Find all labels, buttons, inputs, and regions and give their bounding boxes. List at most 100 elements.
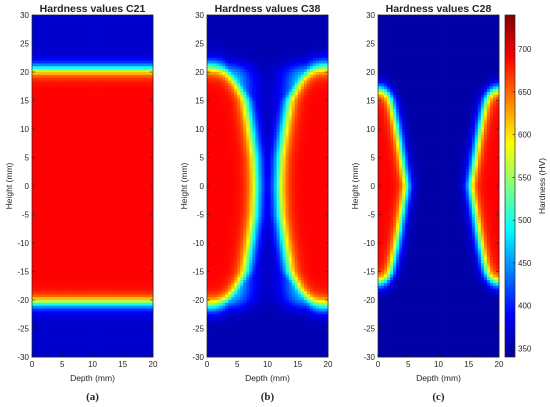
heatmap-cell: [104, 148, 109, 153]
heatmap-cell: [71, 151, 75, 156]
heatmap-cell: [116, 282, 121, 287]
heatmap-cell: [101, 89, 105, 93]
heatmap-cell: [137, 17, 142, 22]
heatmap-cell: [291, 20, 296, 24]
heatmap-cell: [80, 83, 84, 87]
heatmap-cell: [119, 168, 124, 173]
heatmap-cell: [32, 72, 36, 76]
heatmap-cell: [95, 325, 99, 329]
heatmap-cell: [32, 245, 36, 250]
heatmap-cell: [128, 111, 133, 116]
heatmap-cell: [86, 294, 90, 298]
heatmap-cell: [80, 223, 84, 227]
heatmap-cell: [62, 282, 66, 287]
heatmap-cell: [98, 334, 102, 338]
heatmap-cell: [128, 177, 133, 181]
heatmap-cell: [62, 146, 66, 150]
heatmap-cell: [71, 225, 75, 230]
heatmap-cell: [41, 80, 45, 84]
heatmap-cell: [137, 49, 142, 53]
heatmap-cell: [146, 129, 151, 133]
heatmap-cell: [306, 17, 311, 22]
heatmap-cell: [65, 311, 69, 315]
heatmap-cell: [110, 211, 115, 215]
heatmap-cell: [35, 214, 39, 218]
heatmap-cell: [125, 186, 130, 190]
heatmap-cell: [113, 348, 118, 352]
heatmap-cell: [47, 319, 51, 324]
heatmap-cell: [80, 97, 84, 101]
heatmap-cell: [83, 297, 87, 301]
heatmap-cell: [104, 114, 109, 118]
heatmap-cell: [68, 37, 72, 42]
heatmap-cell: [143, 191, 148, 195]
heatmap-cell: [32, 268, 36, 272]
heatmap-cell: [80, 248, 84, 252]
heatmap-cell: [32, 300, 36, 304]
heatmap-cell: [125, 205, 130, 210]
heatmap-cell: [38, 328, 42, 332]
heatmap-cell: [125, 225, 130, 230]
heatmap-cell: [68, 52, 72, 56]
heatmap-cell: [95, 274, 99, 278]
heatmap-cell: [128, 197, 133, 201]
heatmap-cell: [44, 245, 48, 250]
heatmap-cell: [143, 280, 148, 284]
heatmap-cell: [125, 277, 130, 281]
heatmap-cell: [44, 114, 48, 118]
heatmap-cell: [62, 46, 66, 50]
heatmap-cell: [116, 211, 121, 215]
heatmap-cell: [149, 342, 154, 346]
heatmap-cell: [89, 160, 93, 164]
heatmap-cell: [146, 43, 151, 47]
heatmap-cell: [44, 183, 48, 187]
heatmap-cell: [116, 337, 121, 341]
heatmap-cell: [255, 23, 259, 27]
heatmap-cell: [74, 243, 78, 247]
heatmap-cell: [125, 120, 130, 124]
heatmap-cell: [53, 325, 57, 329]
heatmap-cell: [149, 37, 154, 42]
heatmap-cell: [101, 177, 105, 181]
heatmap-cell: [134, 117, 139, 121]
heatmap-cell: [86, 288, 90, 292]
heatmap-cell: [65, 223, 69, 227]
heatmap-cell: [137, 29, 142, 33]
heatmap-cell: [32, 225, 36, 230]
heatmap-cell: [83, 260, 87, 264]
heatmap-cell: [122, 203, 127, 207]
y-tick-label: 15: [20, 96, 29, 105]
heatmap-cell: [113, 268, 118, 272]
heatmap-cell: [119, 342, 124, 346]
heatmap-cell: [92, 49, 96, 53]
heatmap-cell: [68, 217, 72, 221]
heatmap-cell: [32, 282, 36, 287]
heatmap-cell: [59, 248, 63, 252]
heatmap-cell: [146, 205, 151, 210]
heatmap-cell: [80, 168, 84, 173]
heatmap-cell: [83, 174, 87, 178]
heatmap-cell: [68, 154, 72, 158]
heatmap-cell: [53, 117, 57, 121]
heatmap-cell: [80, 43, 84, 47]
heatmap-cell: [137, 311, 142, 315]
heatmap-cell: [101, 69, 105, 73]
heatmap-cell: [74, 97, 78, 101]
heatmap-cell: [53, 186, 57, 190]
heatmap-cell: [77, 211, 81, 215]
heatmap-cell: [56, 32, 60, 36]
heatmap-cell: [116, 60, 121, 64]
heatmap-cell: [35, 188, 39, 193]
heatmap-cell: [38, 257, 42, 261]
heatmap-cell: [143, 297, 148, 301]
heatmap-cell: [32, 217, 36, 221]
heatmap-cell: [101, 342, 105, 346]
heatmap-cell: [65, 183, 69, 187]
heatmap-cell: [119, 280, 124, 284]
heatmap-cell: [53, 271, 57, 275]
heatmap-cell: [50, 137, 54, 141]
heatmap-cell: [98, 282, 102, 287]
heatmap-cell: [146, 228, 151, 232]
heatmap-cell: [116, 74, 121, 79]
heatmap-cell: [140, 151, 145, 156]
